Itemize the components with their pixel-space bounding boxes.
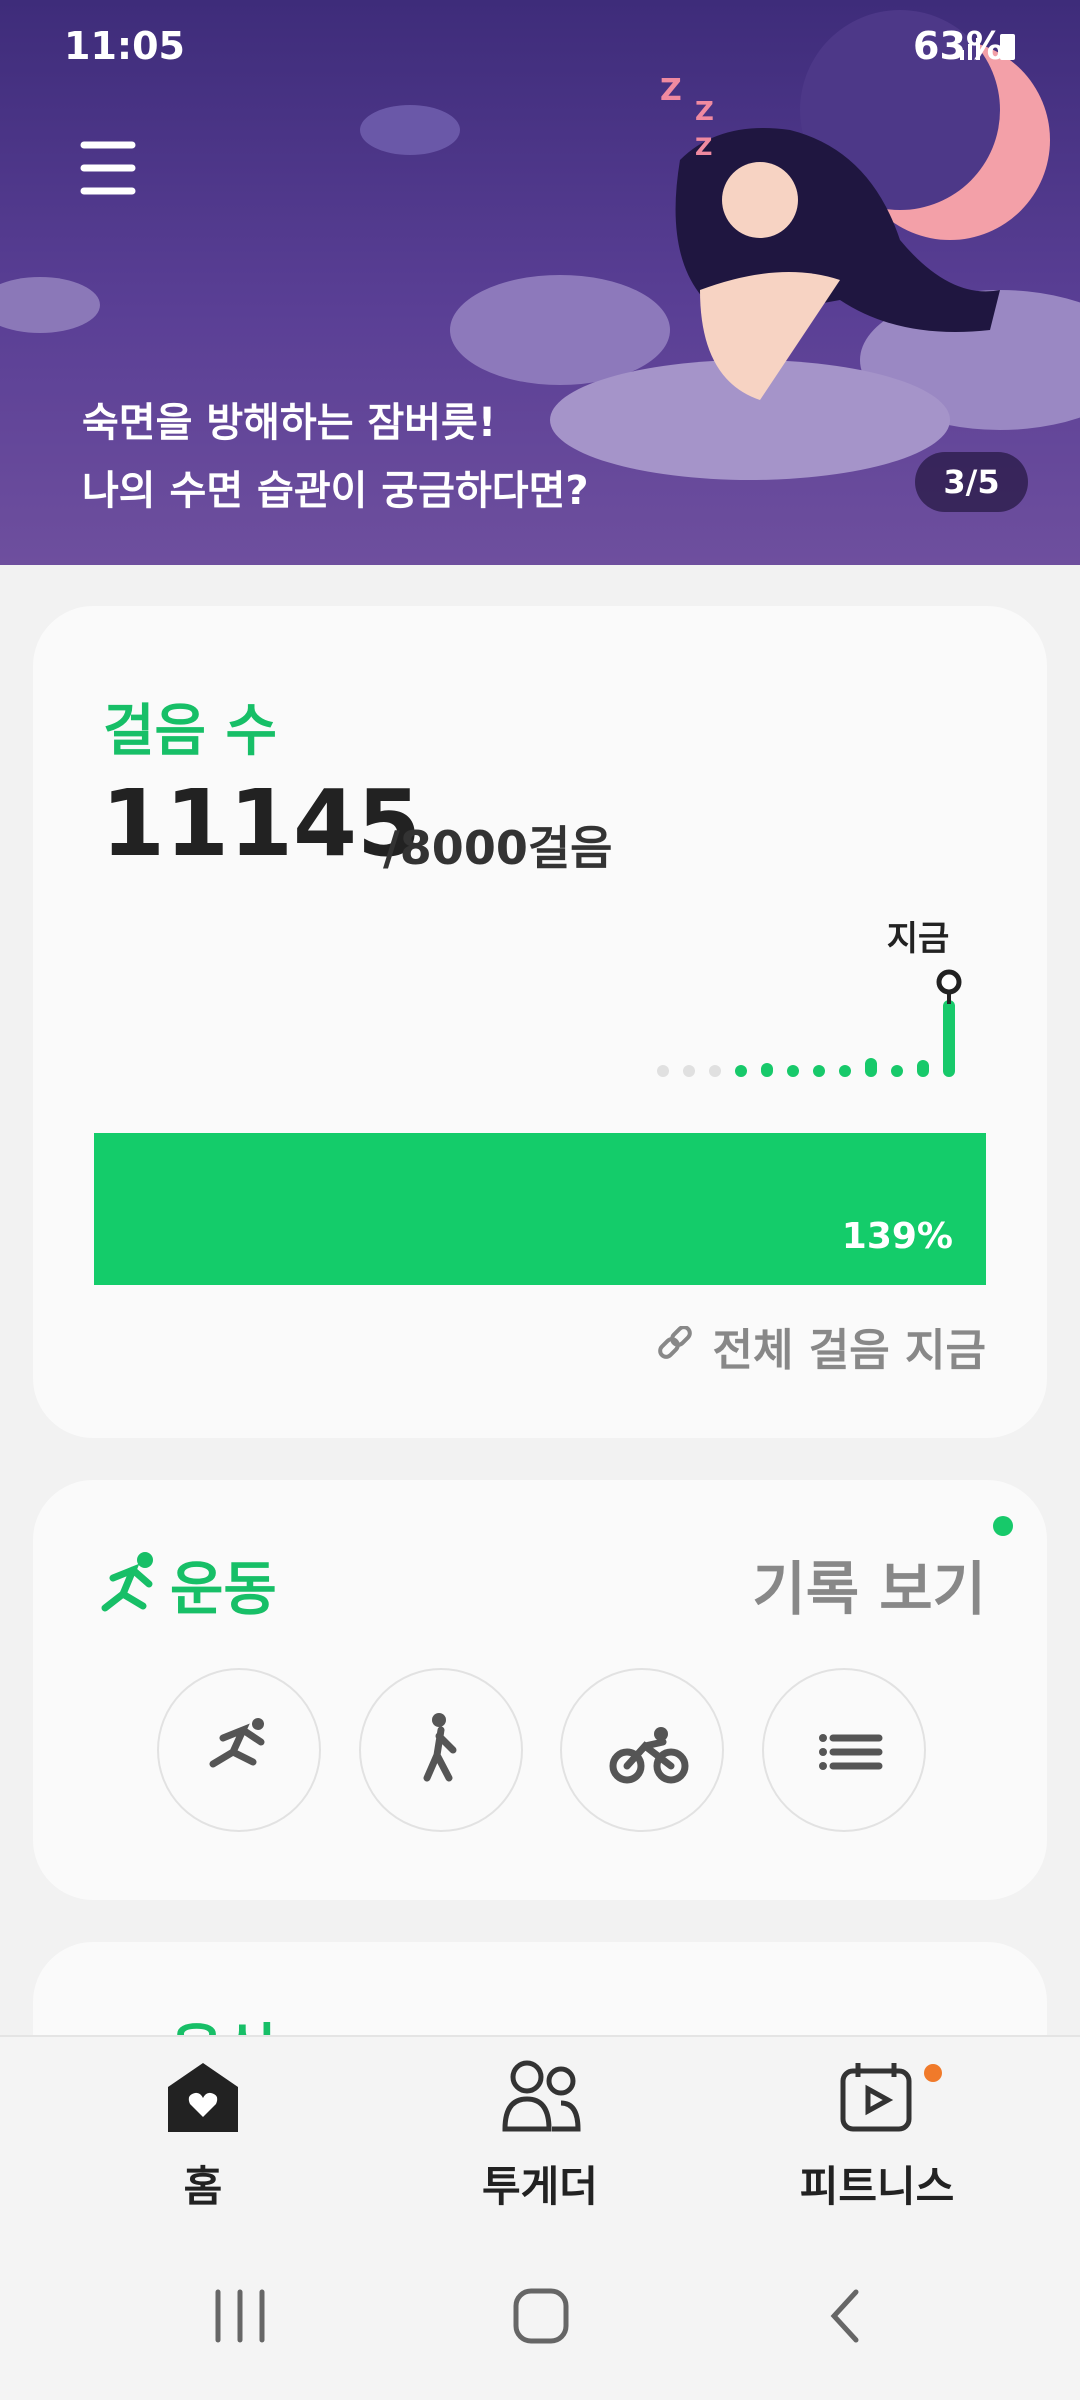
nav-together[interactable]: 투게더 — [482, 2162, 598, 2211]
hourly-steps-chart — [657, 969, 962, 1077]
promo-banner[interactable]: Z Z Z 11:05 63% 숙면을 방해하는 잠버릇! 나의 수면 습관이 … — [0, 0, 1080, 565]
exercise-icon — [101, 1552, 153, 1612]
back-button[interactable] — [830, 2289, 859, 2343]
exercise-card[interactable]: 운동 기록 보기 — [33, 1480, 1047, 1900]
banner-line: 숙면을 방해하는 잠버릇! — [82, 400, 497, 446]
system-nav — [0, 2240, 1080, 2400]
menu-icon[interactable] — [80, 141, 136, 195]
history-link[interactable]: 기록 보기 — [752, 1555, 986, 1623]
banner-line: 나의 수면 습관이 궁금하다면? — [82, 468, 589, 514]
home-button[interactable] — [513, 2288, 569, 2344]
banner-page-indicator: 3/5 — [915, 452, 1028, 512]
bottom-nav: 홈 투게더 피트니스 — [0, 2035, 1080, 2242]
status-icons — [960, 34, 1015, 60]
svg-text:Z: Z — [695, 97, 714, 127]
exercise-title: 운동 — [170, 1555, 277, 1623]
progress-label: 139% — [841, 1216, 953, 1257]
exercise-icons — [209, 1713, 883, 1784]
new-indicator — [993, 1516, 1013, 1536]
all-steps-link[interactable]: 전체 걸음 지금 — [712, 1325, 986, 1376]
steps-card[interactable]: 걸음 수 11145 /8000걸음 지금 139% 전체 걸음 지금 — [33, 606, 1047, 1438]
nav-home[interactable]: 홈 — [183, 2162, 223, 2211]
steps-title: 걸음 수 — [103, 699, 278, 764]
nav-icons — [168, 2060, 942, 2132]
status-time: 11:05 — [64, 24, 185, 68]
banner-illustration: Z Z Z — [0, 10, 1080, 480]
steps-goal: /8000걸음 — [383, 821, 613, 875]
status-battery: 63% — [913, 24, 1004, 68]
svg-text:Z: Z — [695, 133, 712, 161]
nav-fitness[interactable]: 피트니스 — [799, 2162, 955, 2211]
now-label: 지금 — [886, 919, 950, 959]
progress-bar — [94, 1133, 986, 1285]
link-icon — [658, 1326, 692, 1359]
running-button[interactable] — [157, 1668, 321, 1832]
svg-text:Z: Z — [660, 73, 682, 108]
steps-count: 11145 — [101, 770, 422, 877]
